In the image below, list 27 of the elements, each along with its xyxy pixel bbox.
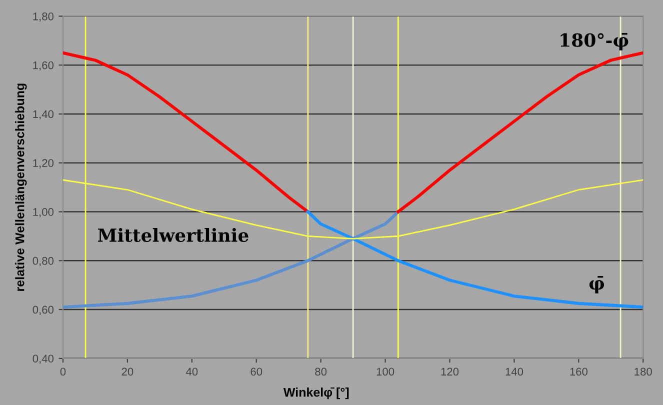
x-tick-label: 140: [506, 368, 524, 376]
line-series: [62, 210, 400, 309]
y-tick-label: 1,40: [33, 110, 54, 120]
x-tick-label: 20: [122, 368, 134, 376]
y-axis-title: relative Wellenlängenverschiebung: [15, 84, 27, 291]
x-tick-label: 160: [570, 368, 588, 376]
y-tick-label: 1,20: [33, 159, 54, 168]
y-tick-label: 0,60: [32, 306, 54, 315]
x-tick-label: 100: [376, 368, 394, 376]
y-tick-label: 0,80: [32, 256, 54, 266]
x-tick-label: 120: [441, 368, 459, 376]
line-series: [396, 51, 644, 214]
y-tick-label: 1,80: [33, 12, 54, 22]
annotation: Mittelwertlinie: [98, 228, 248, 242]
x-tick-label: 80: [315, 368, 327, 376]
x-tick-label: 60: [250, 368, 262, 376]
annotation: φ̄: [589, 276, 604, 294]
x-tick-label: 0: [60, 368, 66, 376]
x-tick-label: 180: [634, 368, 652, 376]
x-tick-label: 40: [186, 368, 198, 376]
line-series: [62, 51, 310, 214]
y-tick-label: 0,40: [32, 354, 54, 364]
x-axis-title: Winkelφ̄ [°]: [283, 388, 349, 400]
annotation: 180°-φ̄: [560, 33, 628, 50]
y-tick-label: 1,00: [33, 208, 54, 218]
y-tick-label: 1,60: [33, 61, 54, 71]
line-series: [306, 210, 644, 309]
